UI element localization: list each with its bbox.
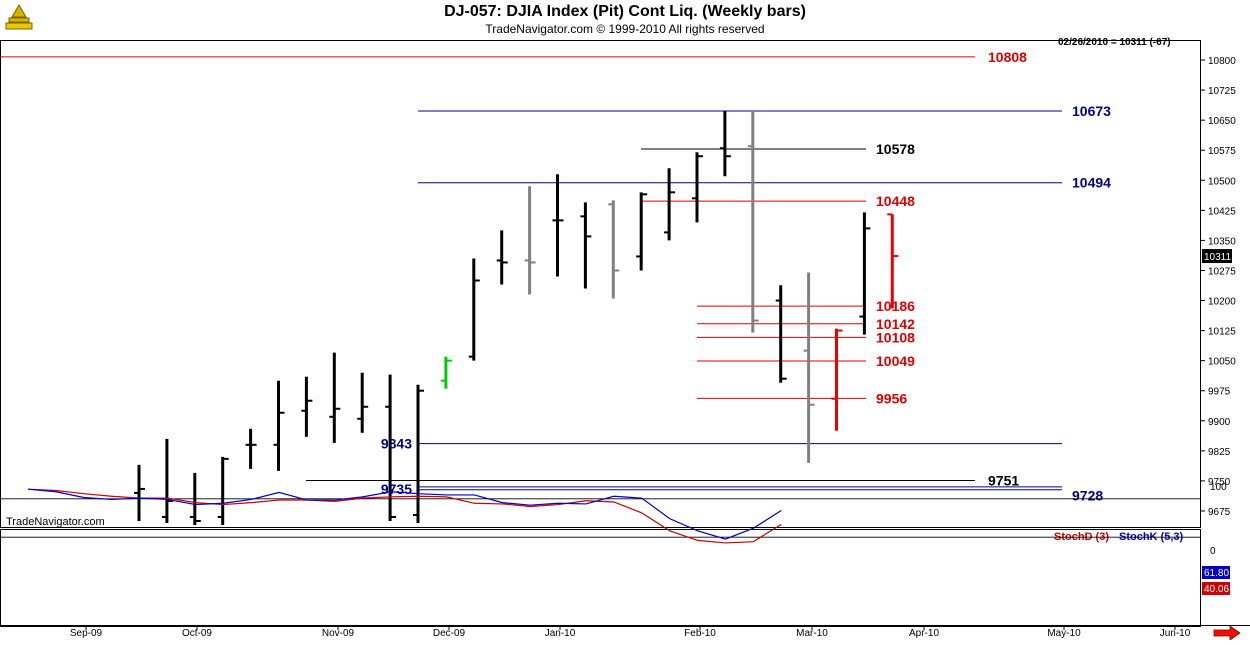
y-tick-label: 10350 [1208, 236, 1236, 247]
level-label-9735: 9735 [381, 481, 412, 497]
x-tick-label: Dec-09 [433, 628, 466, 639]
ohlc-bar [859, 212, 871, 335]
y-tick-label: 10425 [1208, 206, 1236, 217]
y-tick-label: 10200 [1208, 297, 1236, 308]
x-tick-label: Jan-10 [545, 628, 576, 639]
y-tick-label: 9975 [1208, 387, 1231, 398]
ohlc-bar [273, 380, 285, 471]
chart-header: DJ-057: DJIA Index (Pit) Cont Liq. (Week… [0, 2, 1250, 36]
y-tick-label: 10500 [1208, 176, 1236, 187]
ohlc-bar [580, 202, 592, 289]
ohlc-bar [803, 272, 815, 463]
stoch-y-label: 100 [1210, 482, 1227, 493]
indicator-panel-frame [0, 529, 1201, 627]
last-price-label: 10311 [1204, 252, 1232, 263]
ohlc-bar [301, 376, 313, 437]
level-label-10808: 10808 [988, 49, 1027, 65]
main-plot-frame [0, 40, 1201, 528]
ohlc-bar [217, 456, 229, 525]
x-tick-label: Nov-09 [322, 628, 355, 639]
y-tick-label: 9825 [1208, 447, 1231, 458]
y-tick-label: 10275 [1208, 266, 1236, 277]
price-readout: 02/26/2010 = 10311 (-67) [1058, 37, 1171, 48]
stoch-last-box [1202, 582, 1230, 595]
y-tick-label: 9900 [1208, 417, 1231, 428]
last-price-box [1202, 249, 1232, 264]
y-tick-label: 10575 [1208, 146, 1236, 157]
ohlc-bar [329, 352, 341, 443]
y-tick-label: 10800 [1208, 56, 1236, 67]
stoch-last-label: 61.80 [1204, 568, 1229, 579]
ohlc-bar [552, 174, 564, 277]
ohlc-bar [161, 438, 173, 523]
chart-copyright: TradeNavigator.com © 1999-2010 All right… [485, 22, 765, 36]
level-label-10448: 10448 [876, 193, 915, 209]
stoch-y-label: 0 [1210, 546, 1216, 557]
level-label-10186: 10186 [876, 298, 915, 314]
ohlc-bar [692, 152, 703, 223]
stoch-last-box [1202, 566, 1230, 579]
ohlc-bar [134, 464, 145, 521]
level-label-10578: 10578 [876, 141, 915, 157]
ohlc-bar [357, 372, 369, 433]
x-tick-label: Oct-09 [182, 628, 212, 639]
level-label-10673: 10673 [1072, 103, 1111, 119]
y-tick-label: 10050 [1208, 357, 1236, 368]
y-tick-label: 10725 [1208, 86, 1236, 97]
scroll-right-arrow-icon[interactable] [1212, 625, 1242, 645]
ohlc-bar [608, 200, 620, 299]
ohlc-bar [719, 110, 731, 177]
stoch-series-line [27, 488, 782, 544]
level-label-9956: 9956 [876, 390, 907, 406]
y-tick-label: 9675 [1208, 507, 1231, 518]
x-tick-label: Apr-10 [909, 628, 939, 639]
ohlc-bar [468, 258, 480, 361]
ohlc-bar [887, 213, 899, 309]
ohlc-bar [664, 168, 676, 241]
ohlc-bar [831, 328, 843, 431]
level-label-10494: 10494 [1072, 175, 1111, 191]
x-tick-label: Mar-10 [796, 628, 828, 639]
x-tick-label: Feb-10 [684, 628, 716, 639]
level-label-9751: 9751 [988, 473, 1019, 489]
y-tick-label: 9750 [1208, 477, 1231, 488]
tradenavigator-logo-icon [4, 3, 34, 33]
level-label-10108: 10108 [876, 329, 915, 345]
ohlc-bar [636, 192, 648, 271]
stoch-last-label: 40.06 [1204, 584, 1229, 595]
stoch-series-line [27, 488, 782, 540]
x-tick-label: Sep-09 [70, 628, 103, 639]
level-label-9843: 9843 [381, 436, 412, 452]
watermark: TradeNavigator.com [6, 516, 105, 528]
y-tick-label: 10125 [1208, 327, 1236, 338]
x-tick-label: May-10 [1047, 628, 1081, 639]
level-label-10049: 10049 [876, 353, 915, 369]
ohlc-bar [747, 110, 759, 333]
chart-title: DJ-057: DJIA Index (Pit) Cont Liq. (Week… [444, 3, 806, 20]
ohlc-bar [245, 428, 257, 469]
x-tick-label: Jun-10 [1160, 628, 1191, 639]
ohlc-bar [524, 186, 536, 295]
ohlc-bar [413, 384, 424, 523]
level-label-9728: 9728 [1072, 488, 1103, 504]
ohlc-bar [440, 356, 452, 389]
y-tick-label: 10650 [1208, 116, 1236, 127]
ohlc-bar [775, 285, 787, 383]
level-label-10142: 10142 [876, 316, 915, 332]
ohlc-bar [496, 230, 508, 285]
